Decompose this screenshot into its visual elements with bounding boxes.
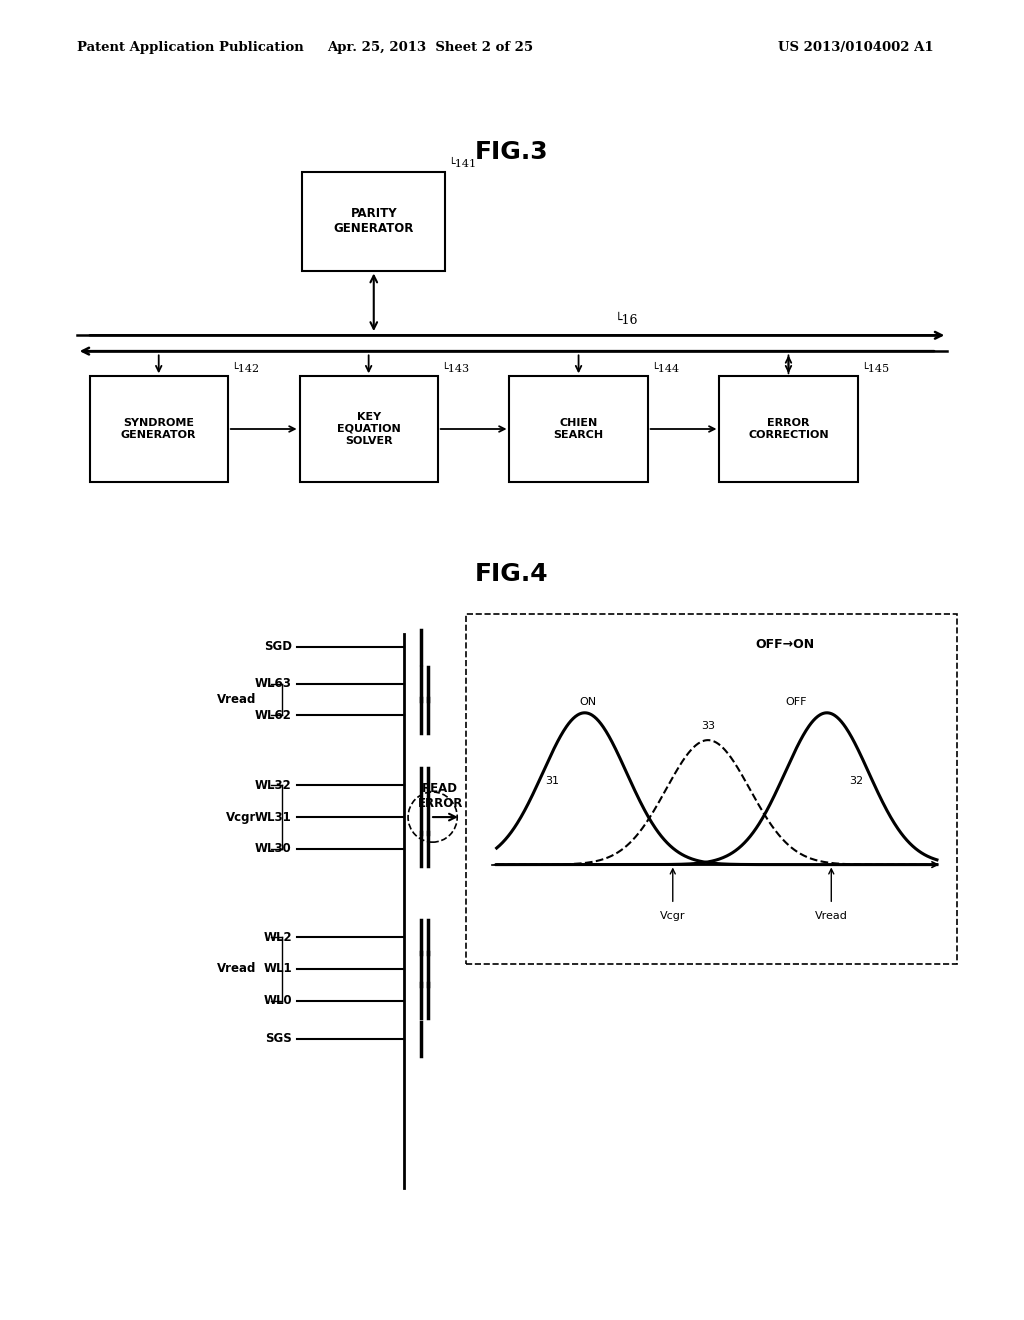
Text: READ
ERROR: READ ERROR	[418, 783, 463, 810]
Text: Vread: Vread	[217, 693, 256, 706]
Text: WL63: WL63	[255, 677, 292, 690]
Text: ERROR
CORRECTION: ERROR CORRECTION	[749, 418, 828, 440]
Text: SGD: SGD	[264, 640, 292, 653]
Text: └143: └143	[440, 363, 469, 374]
Text: PARITY
GENERATOR: PARITY GENERATOR	[334, 207, 414, 235]
Text: └141: └141	[449, 158, 476, 169]
FancyBboxPatch shape	[299, 376, 438, 482]
Text: Patent Application Publication: Patent Application Publication	[77, 41, 303, 54]
FancyBboxPatch shape	[90, 376, 227, 482]
Text: WL32: WL32	[255, 779, 292, 792]
Text: KEY
EQUATION
SOLVER: KEY EQUATION SOLVER	[337, 412, 400, 446]
Text: Vcgr: Vcgr	[660, 911, 685, 921]
Text: └142: └142	[231, 363, 259, 374]
Text: Vcgr: Vcgr	[225, 810, 256, 824]
Text: WL2: WL2	[263, 931, 292, 944]
FancyBboxPatch shape	[302, 172, 445, 271]
Text: OFF→ON: OFF→ON	[756, 638, 815, 651]
FancyBboxPatch shape	[719, 376, 858, 482]
Text: WL30: WL30	[255, 842, 292, 855]
Text: └144: └144	[651, 363, 679, 374]
Text: SGS: SGS	[265, 1032, 292, 1045]
Text: 31: 31	[545, 776, 559, 787]
FancyBboxPatch shape	[466, 614, 957, 964]
FancyBboxPatch shape	[509, 376, 647, 482]
Text: CHIEN
SEARCH: CHIEN SEARCH	[554, 418, 603, 440]
Text: WL0: WL0	[263, 994, 292, 1007]
Text: Vread: Vread	[815, 911, 848, 921]
Text: └145: └145	[860, 363, 889, 374]
Text: FIG.3: FIG.3	[475, 140, 549, 164]
Text: OFF: OFF	[785, 697, 807, 706]
Text: 33: 33	[701, 721, 715, 731]
Text: Apr. 25, 2013  Sheet 2 of 25: Apr. 25, 2013 Sheet 2 of 25	[327, 41, 534, 54]
Text: └16: └16	[614, 314, 638, 327]
Text: ON: ON	[580, 697, 596, 706]
Text: FIG.4: FIG.4	[475, 562, 549, 586]
Text: 32: 32	[850, 776, 863, 787]
Text: Vread: Vread	[217, 962, 256, 975]
Text: SYNDROME
GENERATOR: SYNDROME GENERATOR	[121, 418, 197, 440]
Text: WL62: WL62	[255, 709, 292, 722]
Text: WL1: WL1	[263, 962, 292, 975]
Text: US 2013/0104002 A1: US 2013/0104002 A1	[778, 41, 934, 54]
Text: WL31: WL31	[255, 810, 292, 824]
